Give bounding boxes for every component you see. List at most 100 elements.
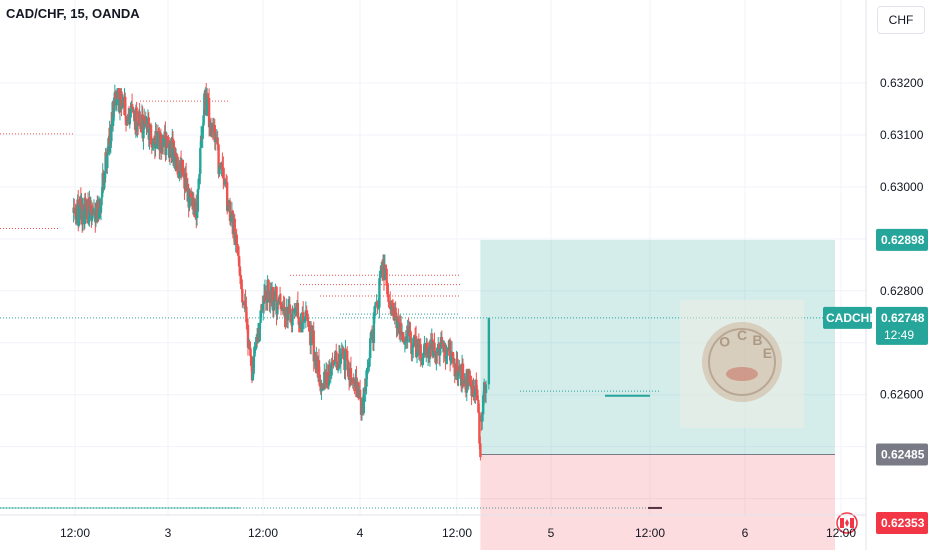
candle-body bbox=[151, 144, 154, 146]
candle-body bbox=[288, 304, 292, 314]
candle-body bbox=[109, 141, 112, 145]
candle-body bbox=[110, 124, 113, 142]
candle-body bbox=[307, 320, 310, 324]
candle-body bbox=[245, 306, 248, 323]
candle-body bbox=[93, 210, 96, 215]
candle-body bbox=[197, 178, 200, 190]
candle-body bbox=[438, 348, 442, 356]
ocbe-watermark-logo: O C BE bbox=[680, 300, 804, 428]
candle-body bbox=[203, 93, 206, 116]
candle-body bbox=[433, 342, 436, 352]
candle-body bbox=[148, 128, 151, 140]
candle-body bbox=[245, 322, 249, 325]
candle-body bbox=[237, 255, 241, 267]
candle-body bbox=[228, 200, 232, 222]
candle-body bbox=[141, 114, 144, 139]
candle-body bbox=[282, 305, 285, 309]
candle-body bbox=[112, 111, 115, 118]
candle-body bbox=[457, 371, 460, 376]
loss-zone[interactable] bbox=[480, 454, 835, 550]
candle-body bbox=[445, 355, 448, 362]
candle-body bbox=[278, 296, 282, 303]
candle-body bbox=[86, 201, 90, 223]
candle-body bbox=[75, 210, 79, 217]
candle-body bbox=[262, 303, 265, 310]
candle-body bbox=[222, 167, 225, 179]
candle-body bbox=[377, 307, 380, 309]
candle-body bbox=[120, 91, 123, 108]
candle-body bbox=[412, 344, 415, 348]
candle-body bbox=[121, 106, 124, 108]
candle-body bbox=[372, 312, 376, 343]
candle-body bbox=[258, 322, 261, 341]
currency-button[interactable]: CHF bbox=[877, 6, 925, 34]
candle-body bbox=[189, 192, 193, 198]
candle-body bbox=[367, 366, 370, 368]
candle-body bbox=[136, 124, 139, 132]
time-tick-label: 4 bbox=[357, 526, 364, 540]
candle-body bbox=[305, 310, 308, 314]
candle-body bbox=[130, 104, 134, 107]
candle-body bbox=[303, 316, 307, 322]
candle-body bbox=[213, 125, 216, 143]
candle-body bbox=[342, 348, 345, 360]
candle-body bbox=[164, 137, 168, 156]
candle-body bbox=[152, 138, 155, 145]
time-tick-label: 3 bbox=[165, 526, 172, 540]
candle-body bbox=[477, 399, 480, 413]
candle-body bbox=[397, 318, 400, 322]
candle-body bbox=[225, 182, 229, 211]
candle-body bbox=[103, 173, 107, 179]
candle-body bbox=[409, 330, 412, 340]
candle-body bbox=[246, 324, 250, 348]
candle-body bbox=[296, 302, 300, 317]
candle-body bbox=[453, 363, 456, 377]
candle-body bbox=[173, 146, 176, 149]
price-tick-label: 0.62600 bbox=[880, 388, 924, 402]
candle-body bbox=[293, 309, 297, 313]
candle-body bbox=[221, 163, 224, 168]
candle-body bbox=[250, 355, 253, 364]
candle-body bbox=[176, 157, 179, 175]
candle-body bbox=[106, 154, 109, 169]
candle-body bbox=[289, 313, 292, 322]
price-axis[interactable]: 0.63200 0.63100 0.63000 0.62800 0.62600 0.628… bbox=[823, 0, 932, 550]
candle-body bbox=[239, 275, 242, 285]
candle-body bbox=[217, 144, 220, 174]
candle-body bbox=[267, 279, 270, 300]
candle-body bbox=[98, 207, 101, 219]
candle-body bbox=[379, 276, 382, 279]
stop-price-tag[interactable] bbox=[876, 512, 928, 535]
candle-body bbox=[428, 343, 432, 359]
candle-body bbox=[240, 284, 243, 290]
candle-body bbox=[229, 217, 233, 222]
candle-body bbox=[328, 364, 332, 376]
candle-body bbox=[238, 266, 242, 276]
candle-body bbox=[366, 367, 369, 371]
candle-body bbox=[391, 306, 395, 311]
symbol-tag[interactable] bbox=[823, 306, 872, 329]
candle-body bbox=[435, 352, 438, 363]
candle-body bbox=[196, 189, 200, 212]
candle-body bbox=[253, 349, 256, 357]
last-price-label: 0.62748 bbox=[881, 311, 925, 325]
candle-body bbox=[365, 370, 368, 387]
last-price-tag[interactable] bbox=[876, 306, 928, 345]
candle-body bbox=[336, 368, 340, 370]
target-price-tag[interactable] bbox=[876, 228, 928, 251]
watermark-letter: B bbox=[752, 332, 762, 348]
candle-body bbox=[165, 137, 169, 140]
time-axis[interactable]: 12:00 3 12:00 4 12:00 5 12:00 6 12:00 bbox=[0, 514, 866, 540]
entry-price-tag[interactable] bbox=[876, 443, 928, 466]
candle-body bbox=[139, 124, 142, 130]
candle-body bbox=[167, 144, 170, 147]
candle-body bbox=[111, 117, 115, 127]
candle-body bbox=[161, 142, 164, 152]
candle-body bbox=[114, 93, 117, 99]
candle-body bbox=[346, 350, 349, 361]
candle-body bbox=[99, 205, 103, 211]
candle-body bbox=[131, 106, 135, 113]
candle-body bbox=[283, 308, 286, 317]
candle-body bbox=[82, 207, 85, 210]
